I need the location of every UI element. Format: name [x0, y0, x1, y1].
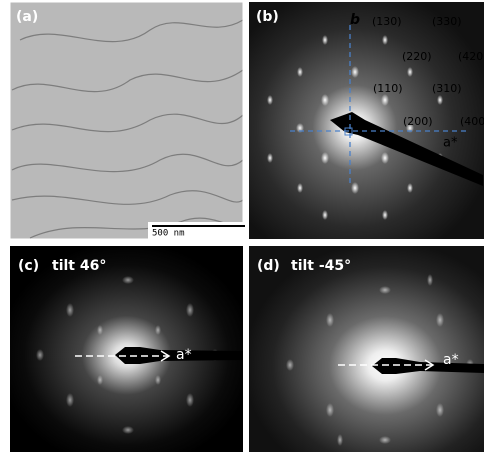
- diffraction-pattern: [249, 246, 484, 452]
- axis-label: a*: [443, 136, 458, 151]
- panel-a: 500 nm (a): [10, 2, 248, 239]
- diffraction-pattern: [249, 2, 484, 239]
- miller-index: (400: [460, 115, 484, 128]
- miller-index: (200): [403, 115, 433, 128]
- panel-label: (a): [16, 9, 38, 25]
- miller-index: (130): [372, 15, 402, 28]
- tem-image: [10, 2, 243, 239]
- axis-label: a*: [176, 347, 192, 363]
- tilt-label: tilt -45°: [291, 258, 351, 274]
- panel-label: (d): [257, 258, 280, 274]
- tilt-label: tilt 46°: [52, 258, 106, 274]
- miller-index: (310): [432, 82, 462, 95]
- miller-index: (420: [458, 50, 483, 63]
- panel-c: a* (c) tilt 46°: [10, 246, 243, 452]
- panel-label: (b): [256, 9, 279, 25]
- panel-label: (c): [18, 258, 39, 274]
- axis-label: b: [350, 12, 360, 28]
- panel-b: b a* (130) (330) (220) (420 (110) (310) …: [249, 2, 484, 239]
- miller-index: (220): [402, 50, 432, 63]
- axis-label: a*: [443, 352, 459, 368]
- miller-index: (330): [432, 15, 462, 28]
- page: 500 nm (a) b a* (130) (330) (220) (420: [0, 0, 484, 452]
- figure: 500 nm (a) b a* (130) (330) (220) (420: [0, 0, 484, 452]
- miller-index: (110): [373, 82, 403, 95]
- panel-d: a* (d) tilt -45°: [249, 246, 484, 452]
- scale-bar-label: 500 nm: [152, 229, 185, 239]
